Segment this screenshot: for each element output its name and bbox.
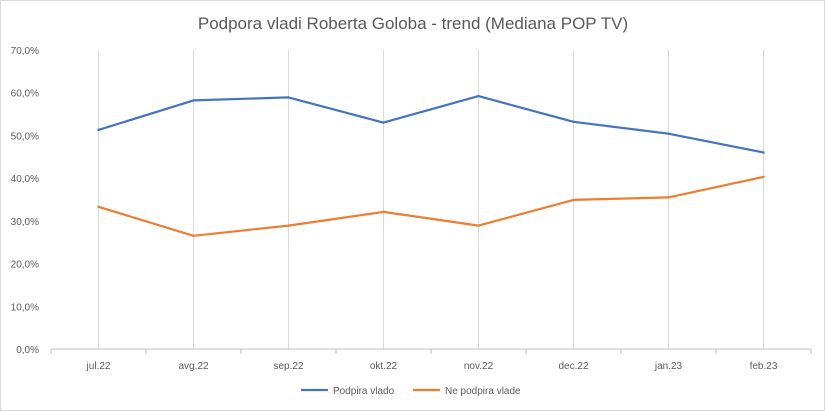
y-tick-label: 20,0% bbox=[11, 260, 39, 271]
x-tick-label: sep.22 bbox=[273, 361, 303, 372]
data-point bbox=[477, 224, 480, 227]
y-tick-label: 0,0% bbox=[16, 345, 39, 356]
x-tick-label: nov.22 bbox=[464, 361, 494, 372]
data-point bbox=[667, 196, 670, 199]
data-point bbox=[382, 210, 385, 214]
x-tick-label: okt.22 bbox=[370, 361, 398, 372]
chart-title: Podpora vladi Roberta Goloba - trend (Me… bbox=[198, 14, 628, 33]
data-point bbox=[572, 120, 575, 123]
data-point bbox=[97, 205, 100, 208]
data-point bbox=[97, 128, 100, 132]
x-tick-label: avg.22 bbox=[178, 361, 208, 372]
y-tick-label: 50,0% bbox=[11, 131, 39, 142]
axes: jul.22 avg.22 sep.22 okt.22 nov.22 dec.22 jan.… bbox=[11, 46, 812, 372]
legend: Podpira vlado Ne podpira vlade bbox=[301, 386, 521, 397]
data-point bbox=[667, 132, 670, 135]
data-point bbox=[762, 175, 765, 179]
data-point bbox=[192, 234, 195, 238]
data-point bbox=[762, 151, 765, 154]
y-tick-label: 60,0% bbox=[11, 89, 39, 100]
data-point bbox=[287, 96, 290, 99]
y-tick-label: 70,0% bbox=[11, 46, 39, 57]
x-tick-label: feb.23 bbox=[750, 361, 778, 372]
series-line-0 bbox=[97, 94, 765, 154]
series-lines bbox=[97, 94, 765, 238]
data-point bbox=[382, 121, 385, 124]
data-point bbox=[572, 198, 575, 202]
grid-lines bbox=[98, 50, 764, 349]
data-point bbox=[477, 94, 480, 98]
y-tick-label: 30,0% bbox=[11, 217, 39, 228]
x-tick-label: jan.23 bbox=[654, 361, 683, 372]
y-tick-label: 10,0% bbox=[11, 302, 39, 313]
x-tick-label: jul.22 bbox=[86, 361, 111, 372]
legend-label: Ne podpira vlade bbox=[445, 386, 521, 397]
data-point bbox=[287, 224, 290, 227]
x-tick-label: dec.22 bbox=[558, 361, 588, 372]
data-point bbox=[192, 99, 195, 102]
legend-label: Podpira vlado bbox=[333, 386, 395, 397]
series-line-1 bbox=[97, 175, 765, 237]
y-tick-label: 40,0% bbox=[11, 174, 39, 185]
